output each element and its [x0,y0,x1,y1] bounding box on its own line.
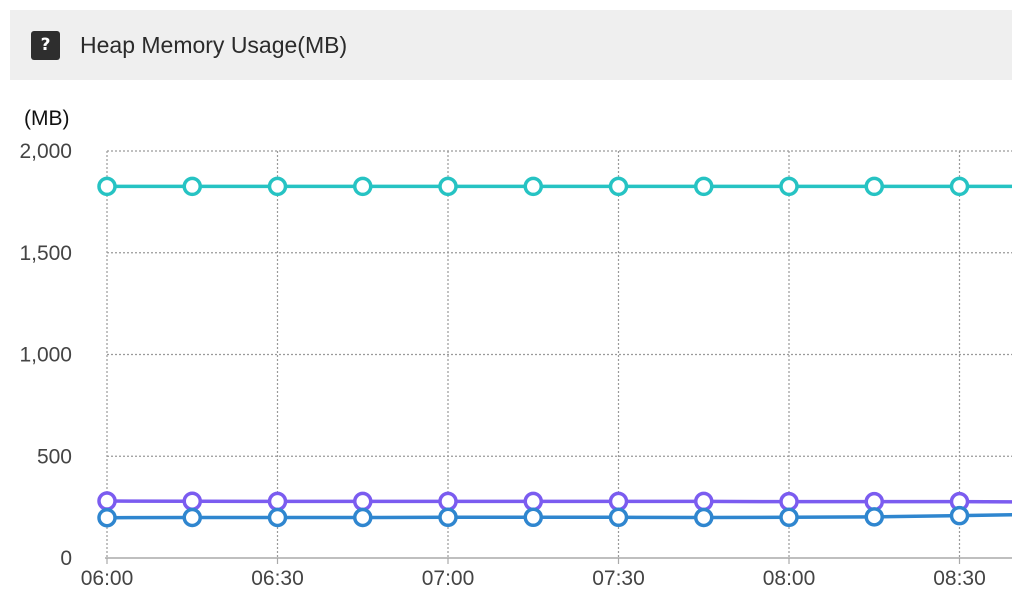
data-point-series-3 [97,507,117,528]
tick-labels: 0 500 1,000 1,500 2,000 06:00 06:30 07:00 07:30 0… [19,140,985,590]
data-point-series-2 [779,491,799,512]
x-tick-label: 06:00 [81,567,134,590]
data-point-series-2 [182,491,202,511]
data-point-series-1 [182,176,202,197]
data-point-series-3 [779,507,799,528]
data-point-series-2 [694,491,714,512]
panel-title: Heap Memory Usage(MB) [80,32,348,58]
y-tick-label: 2,000 [19,140,72,163]
y-tick-label: 1,500 [19,242,72,265]
panel-header: ? Heap Memory Usage(MB) [10,10,1012,80]
series-line-2 [106,499,1012,504]
help-icon[interactable]: ? [31,31,60,60]
data-point-series-1 [694,176,714,197]
y-tick-label: 500 [37,445,72,468]
data-point-series-2 [267,491,288,512]
y-axis-unit-label: (MB) [24,107,70,130]
data-point-series-3 [353,507,373,528]
data-point-series-2 [97,491,117,511]
data-point-series-2 [353,491,373,512]
data-point-series-2 [523,491,543,512]
data-point-series-1 [864,176,884,197]
data-point-series-1 [608,176,629,197]
axes [105,557,1012,564]
series-markers [97,176,970,528]
data-point-series-1 [779,176,799,197]
data-point-series-3 [949,505,970,526]
data-point-series-2 [608,491,629,512]
data-point-series-3 [523,507,543,528]
data-point-series-1 [267,176,288,197]
data-point-series-3 [267,507,288,528]
series-line-3 [106,512,1012,520]
data-point-series-1 [353,176,373,197]
data-point-series-1 [523,176,543,197]
data-point-series-3 [438,507,458,528]
x-tick-label: 06:30 [251,567,304,590]
data-point-series-1 [97,176,117,197]
x-tick-label: 07:00 [422,567,475,590]
x-tick-label: 08:00 [763,567,816,590]
x-tick-label: 08:30 [933,567,986,590]
data-point-series-2 [438,491,458,512]
data-point-series-3 [608,507,629,528]
data-point-series-3 [182,507,202,528]
y-tick-label: 1,000 [19,344,72,367]
y-tick-label: 0 [60,547,72,570]
data-point-series-1 [438,176,458,197]
data-point-series-3 [864,507,884,527]
x-tick-label: 07:30 [592,567,645,590]
data-point-series-1 [949,176,970,197]
series-lines [106,184,1012,520]
data-point-series-3 [694,507,714,528]
grid-lines [106,150,1012,558]
